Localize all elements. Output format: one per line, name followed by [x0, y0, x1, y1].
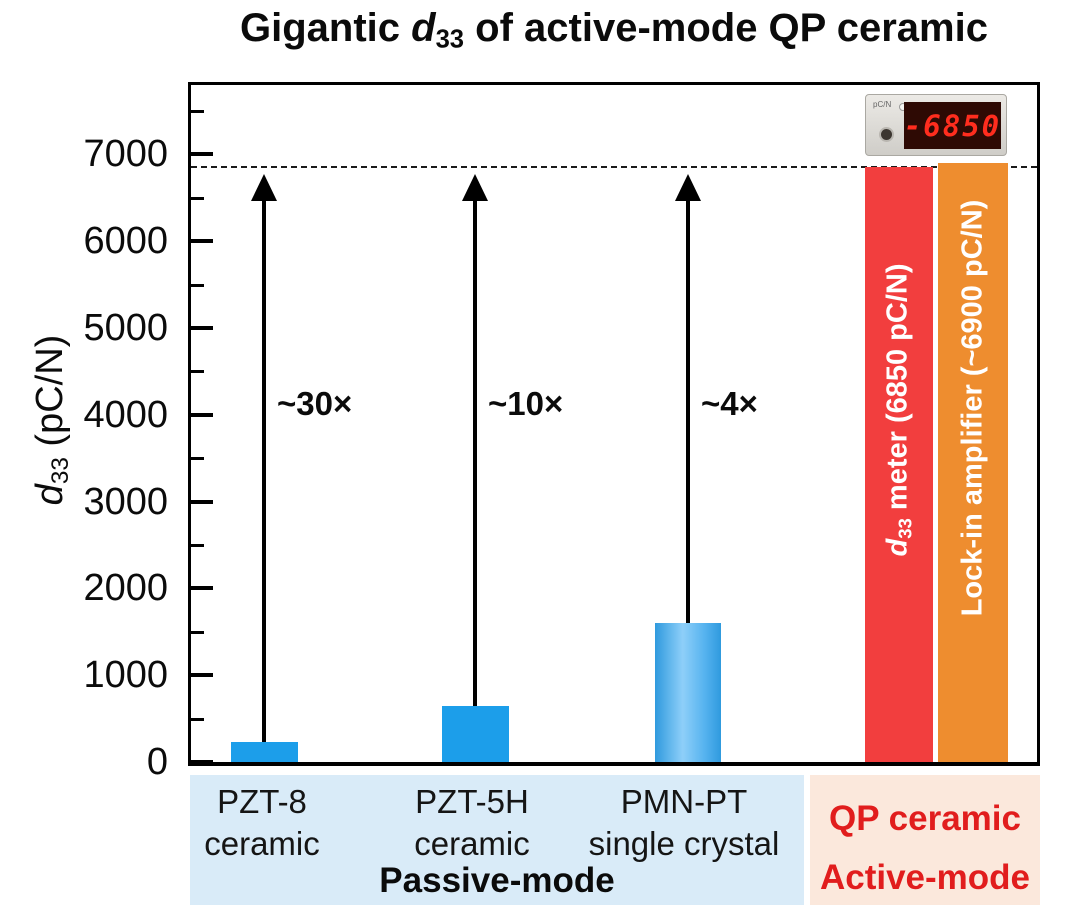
chart-title-text: Gigantic — [240, 6, 412, 50]
passive-mode-label: Passive-mode — [379, 861, 615, 900]
y-tick-mark — [191, 412, 213, 417]
arrow-line — [686, 189, 690, 624]
y-minor-tick-mark — [191, 457, 204, 461]
x-group-line2: single crystal — [588, 825, 780, 862]
bar-label-subscript: 33 — [894, 517, 916, 539]
y-minor-tick-mark — [191, 110, 204, 114]
d33-meter-device-image: pC/N -6850 — [865, 94, 1007, 156]
bar-qp-lockin: Lock-in amplifier (~6900 pC/N) — [938, 163, 1008, 762]
x-group-line1: PZT-5H — [415, 783, 529, 820]
passive-mode-band — [190, 775, 804, 905]
y-minor-tick-mark — [191, 544, 204, 547]
annotation-10x: ~10× — [488, 385, 564, 422]
y-tick-mark — [191, 499, 213, 504]
active-mode-label: Active-mode — [819, 858, 1031, 897]
y-minor-tick-mark — [191, 196, 204, 200]
y-tick-label: 3000 — [83, 480, 168, 523]
x-group-pmnpt: PMN-PT single crystal — [569, 781, 799, 865]
bar-qp-d33-meter: d33 meter (6850 pC/N) — [865, 167, 933, 762]
chart-title-subscript: 33 — [435, 25, 465, 54]
y-tick-mark — [191, 326, 213, 331]
y-minor-tick-mark — [191, 717, 204, 721]
y-minor-tick-mark — [191, 370, 204, 374]
bar-pmnpt — [655, 623, 721, 762]
annotation-4x: ~4× — [701, 385, 758, 422]
y-tick-mark — [191, 673, 213, 678]
meter-unit-label: pC/N — [873, 100, 892, 109]
meter-display-reading: -6850 — [903, 108, 1002, 143]
bar-label-d: d — [881, 538, 914, 557]
arrow-pzt5h — [461, 173, 489, 706]
arrow-pmnpt — [674, 173, 702, 624]
plot-area: d33 meter (6850 pC/N) Lock-in amplifier … — [188, 82, 1040, 766]
chart-title: Gigantic d33 of active-mode QP ceramic — [188, 6, 1040, 54]
chart-title-d: d — [411, 6, 436, 50]
y-tick-mark — [191, 760, 213, 764]
y-tick-label: 0 — [146, 741, 168, 783]
x-group-line1: PMN-PT — [620, 783, 748, 820]
y-tick-mark — [191, 152, 213, 157]
meter-knob-icon — [881, 129, 892, 140]
arrow-pzt8 — [250, 173, 278, 743]
bar-label-d33-meter: d33 meter (6850 pC/N) — [882, 263, 917, 556]
y-tick-label: 2000 — [83, 567, 168, 610]
y-tick-mark — [191, 239, 213, 244]
arrow-line — [473, 189, 477, 706]
chart-title-rest: of active-mode QP ceramic — [464, 6, 988, 50]
y-tick-mark — [191, 586, 213, 591]
x-group-line1: PZT-8 — [217, 783, 307, 820]
x-group-line2: ceramic — [414, 825, 530, 862]
bar-pzt8 — [231, 742, 298, 762]
x-group-pzt5h: PZT-5H ceramic — [357, 781, 587, 865]
bar-label-lockin: Lock-in amplifier (~6900 pC/N) — [956, 199, 989, 616]
annotation-30x: ~30× — [277, 385, 353, 422]
x-group-pzt8: PZT-8 ceramic — [147, 781, 377, 865]
y-tick-label: 4000 — [83, 393, 168, 436]
qp-ceramic-label: QP ceramic — [829, 799, 1021, 838]
y-tick-label: 5000 — [83, 307, 168, 350]
y-tick-label: 7000 — [83, 133, 168, 176]
y-tick-label: 1000 — [83, 654, 168, 697]
active-mode-band — [810, 775, 1040, 905]
reference-dashed-line — [191, 165, 1037, 168]
bar-label-meter-rest: meter (6850 pC/N) — [881, 263, 914, 518]
meter-display: -6850 — [904, 102, 1001, 149]
y-tick-label: 6000 — [83, 220, 168, 263]
y-minor-tick-mark — [191, 283, 204, 287]
x-group-line2: ceramic — [204, 825, 320, 862]
y-minor-tick-mark — [191, 630, 204, 634]
arrow-line — [262, 189, 266, 743]
bar-pzt5h — [442, 705, 509, 762]
